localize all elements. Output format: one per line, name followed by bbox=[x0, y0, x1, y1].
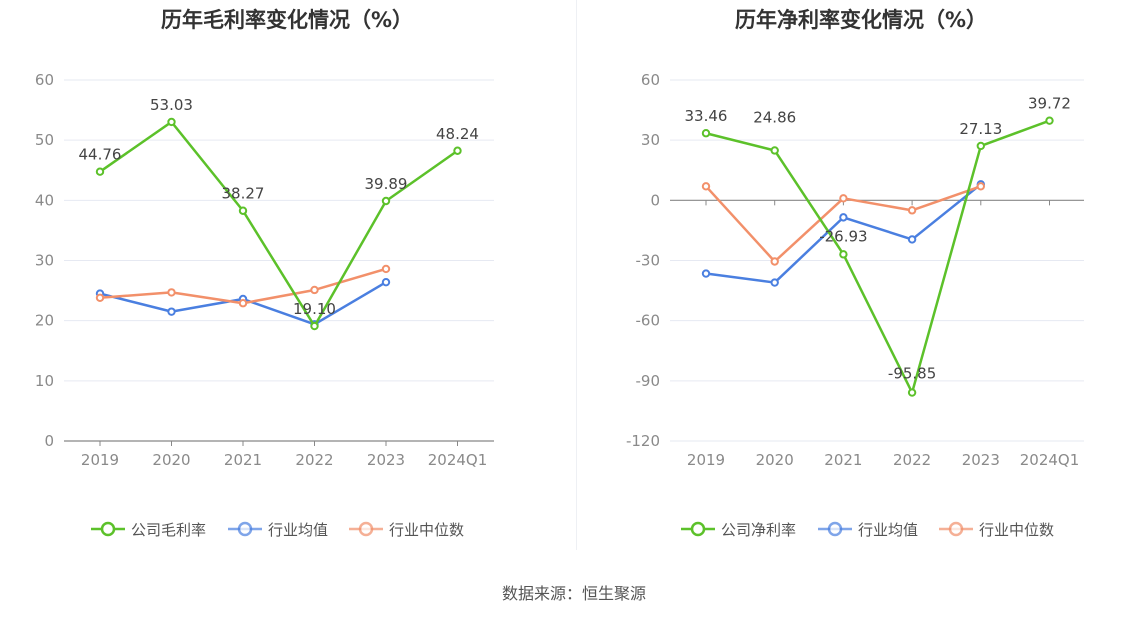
y-tick-label: 0 bbox=[650, 191, 660, 209]
y-tick-label: 40 bbox=[35, 191, 54, 209]
x-tick-label: 2021 bbox=[824, 451, 862, 469]
data-point bbox=[95, 167, 105, 176]
data-label: -26.93 bbox=[819, 227, 867, 245]
data-label: 27.13 bbox=[959, 120, 1002, 138]
legend-label: 行业均值 bbox=[268, 521, 328, 539]
legend-marker bbox=[358, 521, 374, 537]
legend-marker bbox=[948, 521, 964, 537]
data-point bbox=[238, 299, 248, 308]
data-label: 33.46 bbox=[685, 107, 728, 125]
data-point bbox=[381, 196, 391, 206]
data-label: 39.89 bbox=[365, 175, 408, 193]
data-point bbox=[453, 146, 462, 155]
data-point bbox=[770, 146, 779, 155]
y-tick-label: -60 bbox=[636, 312, 661, 330]
data-point bbox=[238, 206, 248, 215]
data-point bbox=[310, 321, 319, 331]
data-point bbox=[907, 206, 917, 215]
panel-divider bbox=[576, 0, 577, 550]
legend-marker bbox=[237, 521, 253, 537]
x-tick-label: 2022 bbox=[893, 451, 931, 469]
y-tick-label: 30 bbox=[35, 252, 54, 270]
y-tick-label: 10 bbox=[35, 372, 54, 390]
legend-label: 公司毛利率 bbox=[131, 521, 206, 539]
x-tick-label: 2023 bbox=[962, 451, 1000, 469]
data-point bbox=[167, 307, 176, 316]
y-tick-label: -90 bbox=[636, 372, 661, 390]
x-tick-label: 2024Q1 bbox=[1020, 451, 1080, 469]
x-tick-label: 2022 bbox=[295, 451, 333, 469]
x-tick-label: 2020 bbox=[152, 451, 190, 469]
data-label: -95.85 bbox=[888, 365, 936, 383]
x-tick-label: 2020 bbox=[756, 451, 794, 469]
legend-label: 公司净利率 bbox=[721, 521, 796, 539]
series-line-0 bbox=[705, 119, 1050, 394]
y-tick-label: 20 bbox=[35, 312, 54, 330]
data-label: 48.24 bbox=[436, 125, 479, 143]
net-margin-chart-title: 历年净利率变化情况（%） bbox=[734, 8, 988, 32]
x-tick-label: 2024Q1 bbox=[428, 451, 488, 469]
data-point bbox=[770, 278, 779, 287]
legend-marker bbox=[690, 521, 706, 537]
data-point bbox=[1045, 116, 1054, 125]
net-margin-chart-panel: 历年净利率变化情况（%） -120 -90 -60 -30 0 30 60 2019 2020 2… bbox=[574, 0, 1148, 560]
x-tick-label: 2021 bbox=[224, 451, 262, 469]
data-point bbox=[167, 288, 176, 297]
data-point bbox=[839, 250, 848, 259]
data-label: 53.03 bbox=[150, 96, 193, 114]
y-tick-label: -120 bbox=[626, 432, 660, 450]
y-tick-label: 50 bbox=[35, 131, 54, 149]
y-tick-label: 60 bbox=[35, 71, 54, 89]
data-point bbox=[839, 213, 848, 222]
data-point bbox=[381, 277, 391, 287]
data-point bbox=[95, 293, 105, 303]
data-point bbox=[701, 182, 711, 191]
data-point bbox=[167, 117, 176, 127]
gross-margin-chart-panel: 历年毛利率变化情况（%） 0 10 20 30 40 50 60 2019 2020 2021 20… bbox=[0, 0, 574, 560]
data-point bbox=[976, 141, 985, 151]
net-margin-chart: -120 -90 -60 -30 0 30 60 2019 2020 2021 2022 2023 20… bbox=[626, 71, 1084, 539]
gross-margin-chart: 0 10 20 30 40 50 60 2019 2020 2021 2022 2023 2024Q1 4… bbox=[35, 71, 494, 539]
x-tick-label: 2019 bbox=[81, 451, 119, 469]
data-label: 24.86 bbox=[753, 108, 796, 126]
x-tick-label: 2023 bbox=[367, 451, 405, 469]
legend-marker bbox=[100, 521, 116, 537]
data-point bbox=[770, 257, 779, 266]
data-label: 44.76 bbox=[79, 146, 122, 164]
data-point bbox=[976, 182, 985, 191]
gross-margin-chart-title: 历年毛利率变化情况（%） bbox=[160, 8, 414, 32]
data-point bbox=[310, 285, 319, 295]
data-point bbox=[907, 388, 917, 397]
y-tick-label: -30 bbox=[636, 252, 661, 270]
legend-marker bbox=[827, 521, 843, 537]
y-tick-label: 60 bbox=[641, 71, 660, 89]
data-point bbox=[839, 194, 848, 203]
data-point bbox=[907, 235, 917, 244]
x-tick-label: 2019 bbox=[687, 451, 725, 469]
data-label: 38.27 bbox=[222, 185, 265, 203]
data-source-note: 数据来源：恒生聚源 bbox=[501, 584, 646, 603]
data-label: 19.10 bbox=[293, 300, 336, 318]
data-point bbox=[701, 269, 711, 278]
legend-label: 行业中位数 bbox=[389, 521, 464, 539]
data-point bbox=[381, 264, 391, 274]
series-line-0 bbox=[99, 120, 459, 328]
y-tick-label: 30 bbox=[641, 131, 660, 149]
legend-label: 行业均值 bbox=[858, 521, 918, 539]
data-label: 39.72 bbox=[1028, 95, 1071, 113]
y-tick-label: 0 bbox=[44, 432, 54, 450]
data-point bbox=[701, 129, 711, 138]
legend-label: 行业中位数 bbox=[979, 521, 1054, 539]
